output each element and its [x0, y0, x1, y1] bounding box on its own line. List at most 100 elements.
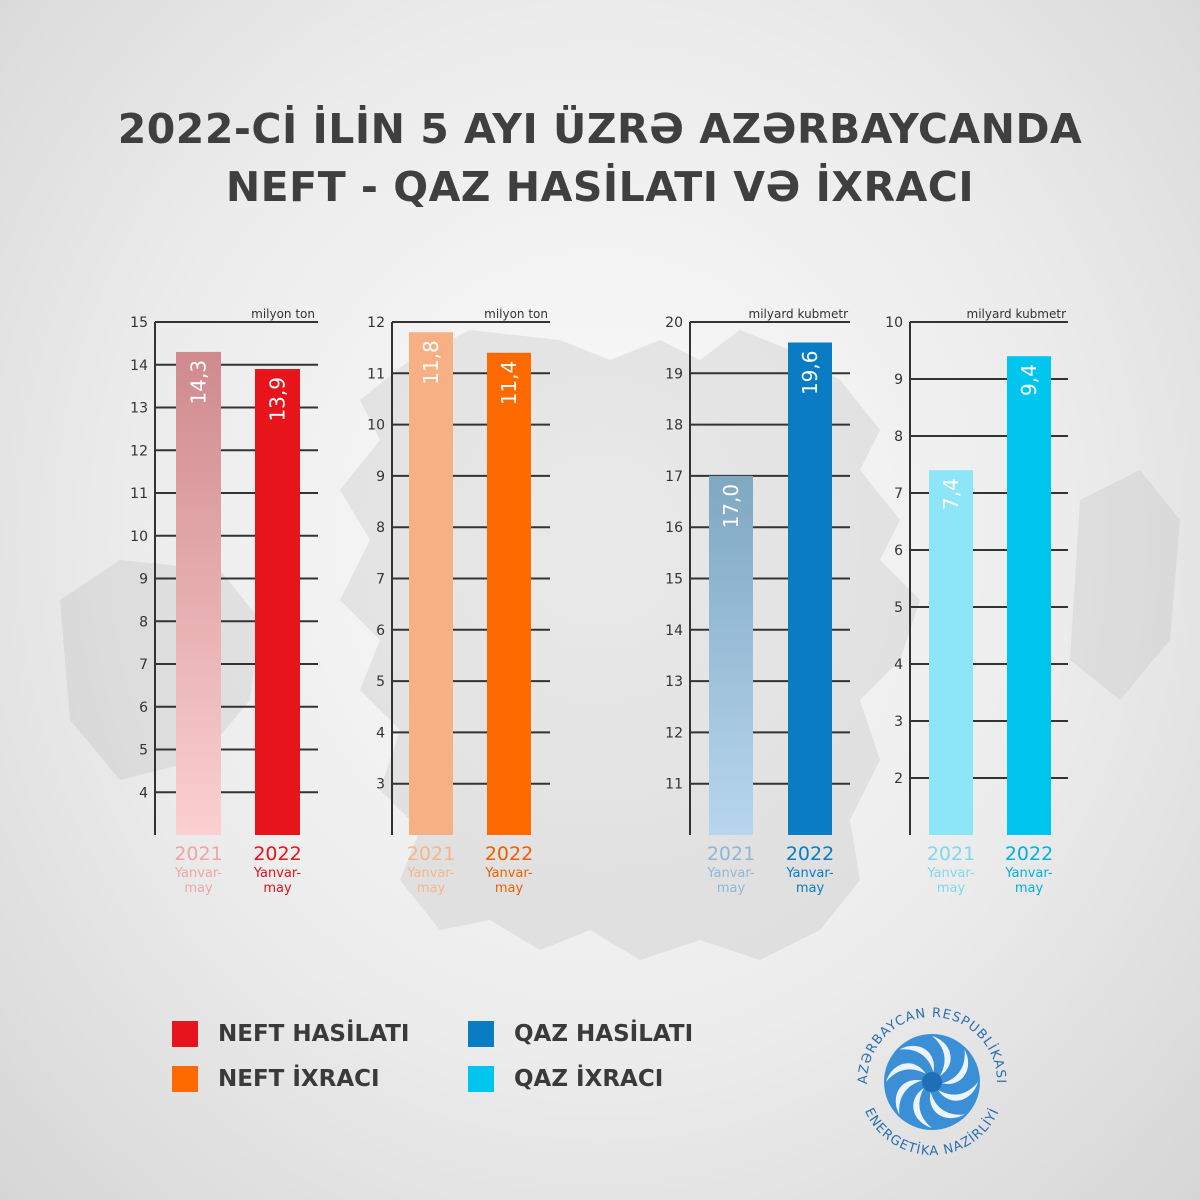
y-tick-label: 16: [665, 520, 683, 536]
bar-value-label: 19,6: [798, 351, 822, 396]
y-tick-label: 13: [130, 401, 148, 417]
y-tick-label: 8: [894, 429, 903, 445]
y-tick-label: 20: [665, 315, 683, 331]
bar-value-label: 11,8: [419, 340, 443, 385]
y-tick-label: 9: [376, 469, 385, 485]
legend-label: NEFT İXRACI: [218, 1066, 380, 1092]
y-tick-label: 10: [130, 529, 148, 545]
x-category-period: Yanvar-: [785, 866, 834, 881]
page-title: 2022-Cİ İLİN 5 AYI ÜZRƏ AZƏRBAYCANDA NEF…: [0, 100, 1200, 216]
y-tick-label: 9: [894, 372, 903, 388]
bar-value-label: 11,4: [497, 361, 521, 406]
charts-area: milyon ton45678910111213141514,32021Yanv…: [130, 307, 1068, 896]
y-tick-label: 11: [367, 366, 385, 382]
y-tick-label: 2: [894, 771, 903, 787]
bar: [487, 352, 531, 835]
x-category-period: Yanvar-: [484, 866, 533, 881]
y-tick-label: 8: [376, 520, 385, 536]
x-category-year: 2022: [253, 843, 301, 865]
x-category-period: may: [796, 881, 825, 896]
x-category-year: 2021: [174, 843, 222, 865]
y-tick-label: 4: [894, 657, 903, 673]
y-tick-label: 5: [376, 674, 385, 690]
y-tick-label: 12: [130, 443, 148, 459]
bar: [788, 342, 832, 835]
x-category-year: 2022: [485, 843, 533, 865]
x-category-period: Yanvar-: [1004, 866, 1053, 881]
x-category-period: may: [495, 881, 524, 896]
legend-label: QAZ HASİLATI: [514, 1021, 694, 1047]
x-category-period: may: [417, 881, 446, 896]
y-tick-label: 4: [376, 725, 385, 741]
x-category-period: may: [937, 881, 966, 896]
x-category-period: Yanvar-: [253, 866, 302, 881]
y-tick-label: 7: [139, 657, 148, 673]
bar-value-label: 13,9: [266, 377, 290, 422]
y-tick-label: 6: [376, 623, 385, 639]
y-tick-label: 6: [894, 543, 903, 559]
y-tick-label: 3: [376, 777, 385, 793]
legend-item-neft-ixraci: NEFT İXRACI: [172, 1064, 380, 1094]
x-category-year: 2021: [927, 843, 975, 865]
legend-swatch: [172, 1066, 198, 1092]
x-category-year: 2021: [707, 843, 755, 865]
y-tick-label: 5: [139, 743, 148, 759]
y-tick-label: 12: [665, 725, 683, 741]
bar: [255, 369, 300, 835]
ministry-logo: AZƏRBAYCAN RESPUBLİKASI ENERGETİKA NAZİR…: [856, 1006, 1007, 1159]
unit-label: milyard kubmetr: [967, 307, 1067, 321]
y-tick-label: 3: [894, 714, 903, 730]
title-line-1: 2022-Cİ İLİN 5 AYI ÜZRƏ AZƏRBAYCANDA: [117, 105, 1083, 153]
unit-label: milyon ton: [484, 307, 548, 321]
bar: [176, 351, 221, 835]
x-category-year: 2022: [786, 843, 834, 865]
y-tick-label: 11: [665, 777, 683, 793]
y-tick-label: 18: [665, 418, 683, 434]
x-category-period: Yanvar-: [406, 866, 455, 881]
x-category-period: may: [717, 881, 746, 896]
bar-value-label: 9,4: [1017, 364, 1041, 396]
y-tick-label: 14: [665, 623, 683, 639]
legend-swatch: [172, 1021, 198, 1047]
legend-item-qaz-hasilati: QAZ HASİLATI: [468, 1019, 693, 1049]
legend-label: NEFT HASİLATI: [218, 1021, 410, 1047]
y-tick-label: 13: [665, 674, 683, 690]
y-tick-label: 9: [139, 572, 148, 588]
legend-item-neft-hasilati: NEFT HASİLATI: [172, 1019, 409, 1049]
bar: [1007, 356, 1051, 835]
x-category-period: may: [263, 881, 292, 896]
bar: [709, 475, 753, 835]
unit-label: milyard kubmetr: [749, 307, 849, 321]
y-tick-label: 7: [376, 572, 385, 588]
y-tick-label: 15: [665, 572, 683, 588]
y-tick-label: 10: [885, 315, 903, 331]
x-category-period: Yanvar-: [706, 866, 755, 881]
legend-swatch: [468, 1021, 494, 1047]
y-tick-label: 6: [139, 700, 148, 716]
unit-label: milyon ton: [251, 307, 315, 321]
y-tick-label: 5: [894, 600, 903, 616]
x-category-year: 2022: [1005, 843, 1053, 865]
y-tick-label: 17: [665, 469, 683, 485]
y-tick-label: 7: [894, 486, 903, 502]
y-tick-label: 19: [665, 366, 683, 382]
y-tick-label: 8: [139, 614, 148, 630]
legend-swatch: [468, 1066, 494, 1092]
y-tick-label: 11: [130, 486, 148, 502]
x-category-period: may: [1015, 881, 1044, 896]
energy-ministry-emblem-icon: [884, 1034, 980, 1130]
bar: [409, 332, 453, 835]
x-category-period: Yanvar-: [174, 866, 223, 881]
y-tick-label: 15: [130, 315, 148, 331]
title-line-2: NEFT - QAZ HASİLATI VƏ İXRACI: [225, 163, 975, 211]
x-category-year: 2021: [407, 843, 455, 865]
bar-value-label: 14,3: [187, 360, 211, 405]
y-tick-label: 4: [139, 785, 148, 801]
bar-value-label: 17,0: [719, 484, 743, 529]
y-tick-label: 12: [367, 315, 385, 331]
legend-item-qaz-ixraci: QAZ İXRACI: [468, 1064, 663, 1094]
bar: [929, 470, 973, 835]
y-tick-label: 14: [130, 358, 148, 374]
bar-value-label: 7,4: [939, 478, 963, 510]
y-tick-label: 10: [367, 418, 385, 434]
